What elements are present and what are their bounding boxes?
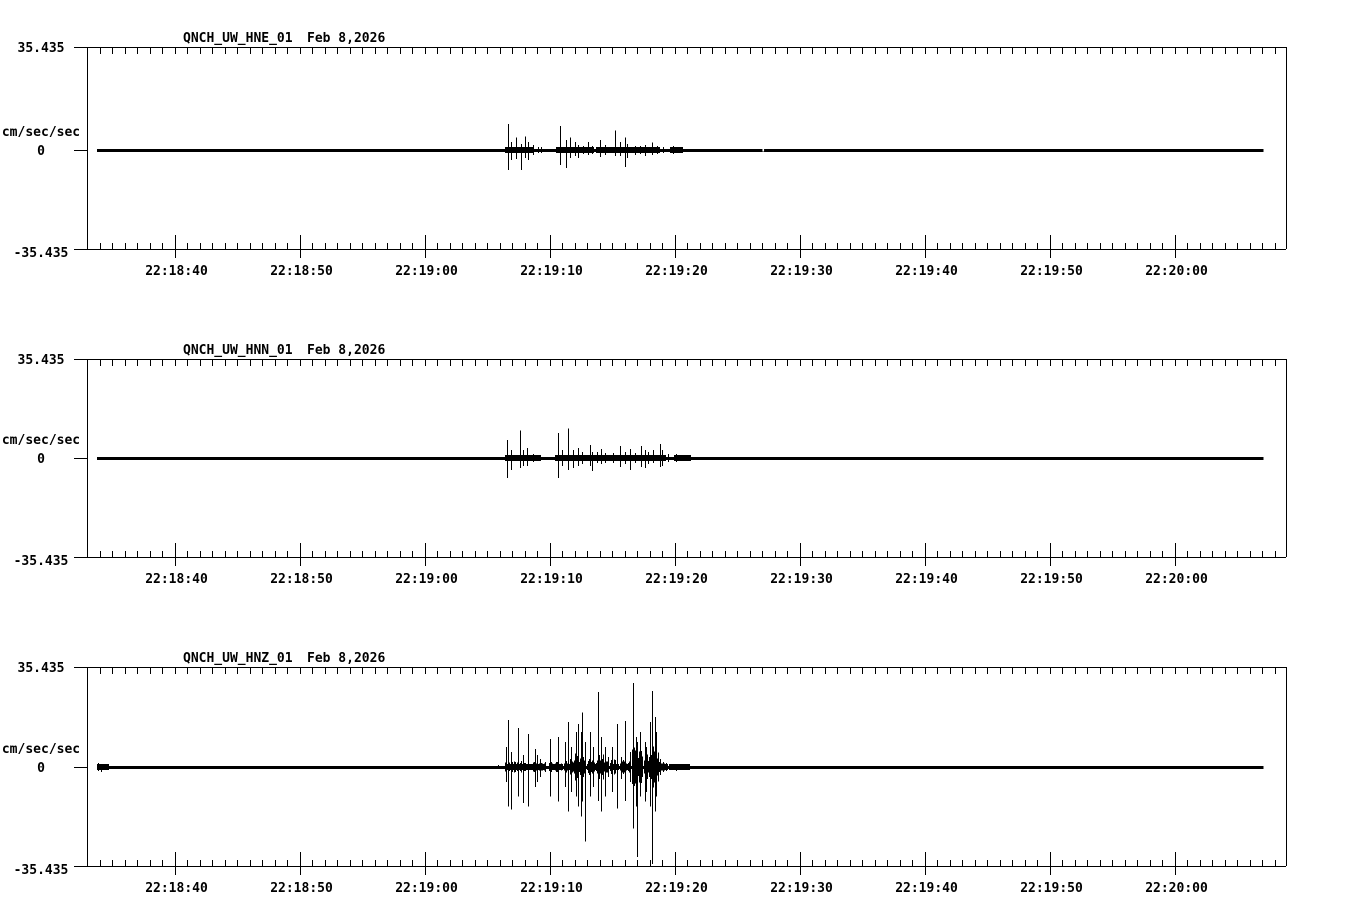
y-zero-label: 0 <box>37 452 45 467</box>
y-max-label: 35.435 <box>18 353 65 368</box>
x-time-label: 22:19:20 <box>645 572 708 587</box>
y-min-label: -35.435 <box>14 554 69 569</box>
panel-title-hne: QNCH_UW_HNE_01 <box>183 31 293 46</box>
x-time-label: 22:19:30 <box>770 881 833 896</box>
x-time-label: 22:18:40 <box>145 264 208 279</box>
x-time-label: 22:19:40 <box>895 572 958 587</box>
y-units-label: cm/sec/sec <box>2 742 80 757</box>
x-time-label: 22:19:50 <box>1020 264 1083 279</box>
x-time-label: 22:19:00 <box>395 264 458 279</box>
x-time-label: 22:19:30 <box>770 572 833 587</box>
y-zero-label: 0 <box>37 144 45 159</box>
x-time-label: 22:19:20 <box>645 881 708 896</box>
trace-gap-hne <box>762 148 765 152</box>
y-max-label: 35.435 <box>18 661 65 676</box>
y-max-label: 35.435 <box>18 41 65 56</box>
x-time-label: 22:19:50 <box>1020 572 1083 587</box>
x-time-label: 22:19:00 <box>395 881 458 896</box>
x-time-label: 22:19:00 <box>395 572 458 587</box>
y-min-label: -35.435 <box>14 863 69 878</box>
y-min-label: -35.435 <box>14 246 69 261</box>
panel-date-hnn: Feb 8,2026 <box>307 343 385 358</box>
x-time-label: 22:18:50 <box>270 881 333 896</box>
x-time-label: 22:20:00 <box>1145 881 1208 896</box>
y-units-label: cm/sec/sec <box>2 125 80 140</box>
x-time-label: 22:20:00 <box>1145 264 1208 279</box>
x-time-label: 22:19:10 <box>520 572 583 587</box>
x-time-label: 22:19:40 <box>895 881 958 896</box>
x-time-label: 22:19:50 <box>1020 881 1083 896</box>
y-units-label: cm/sec/sec <box>2 433 80 448</box>
x-time-label: 22:19:30 <box>770 264 833 279</box>
x-time-label: 22:19:40 <box>895 264 958 279</box>
x-time-label: 22:19:10 <box>520 264 583 279</box>
x-time-label: 22:20:00 <box>1145 572 1208 587</box>
x-time-label: 22:19:20 <box>645 264 708 279</box>
panel-date-hnz: Feb 8,2026 <box>307 651 385 666</box>
x-time-label: 22:18:50 <box>270 264 333 279</box>
panel-title-hnn: QNCH_UW_HNN_01 <box>183 343 293 358</box>
y-zero-label: 0 <box>37 761 45 776</box>
panel-date-hne: Feb 8,2026 <box>307 31 385 46</box>
x-time-label: 22:18:40 <box>145 881 208 896</box>
panel-title-hnz: QNCH_UW_HNZ_01 <box>183 651 293 666</box>
x-time-label: 22:19:10 <box>520 881 583 896</box>
x-time-label: 22:18:50 <box>270 572 333 587</box>
x-time-label: 22:18:40 <box>145 572 208 587</box>
